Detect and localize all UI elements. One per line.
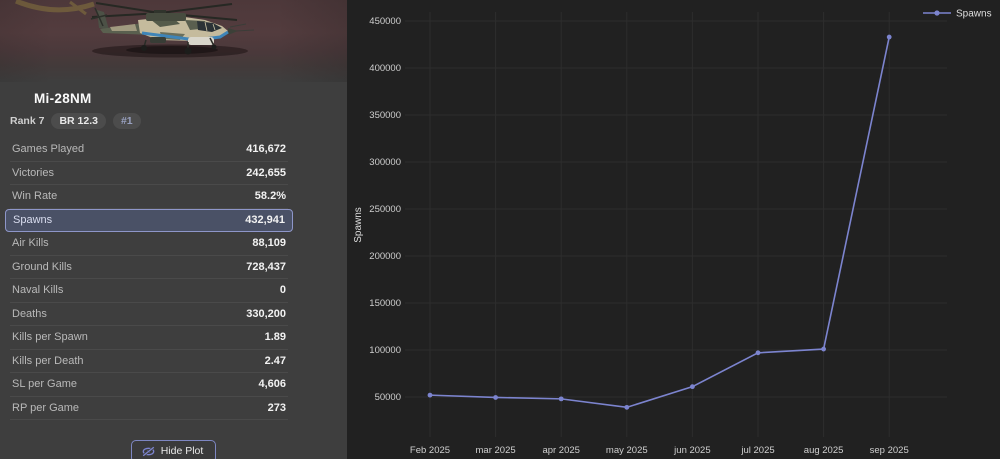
svg-text:sep 2025: sep 2025 (870, 445, 909, 456)
stat-value: 416,672 (246, 143, 286, 156)
stat-row-air-kills[interactable]: Air Kills 88,109 (10, 232, 288, 256)
vehicle-image (0, 0, 347, 82)
vehicle-sidebar: Mi-28NM Rank 7 BR 12.3 #1 Games Played 41… (0, 0, 347, 459)
stat-row-games-played[interactable]: Games Played 416,672 (10, 138, 288, 162)
badges-row: Rank 7 BR 12.3 #1 (10, 113, 347, 129)
spawns-line (429, 36, 890, 409)
emblem-icon (15, 0, 95, 16)
legend: Spawns (923, 9, 992, 20)
vehicle-title: Mi-28NM (34, 91, 92, 106)
stat-row-win-rate[interactable]: Win Rate 58.2% (10, 185, 288, 209)
stat-row-deaths[interactable]: Deaths 330,200 (10, 303, 288, 326)
stat-value: 0 (279, 284, 286, 297)
button-row: Hide Plot (0, 440, 347, 459)
stat-row-ground-kills[interactable]: Ground Kills 728,437 (10, 256, 288, 279)
svg-text:50000: 50000 (375, 392, 401, 403)
position-badge: #1 (112, 113, 141, 129)
hide-plot-label: Hide Plot (160, 445, 204, 457)
stat-label: Victories (12, 166, 54, 179)
stat-label: Kills per Spawn (12, 331, 88, 344)
stat-label: Kills per Death (12, 354, 84, 367)
stat-value: 88,109 (252, 237, 286, 250)
stat-value: 728,437 (246, 260, 286, 273)
svg-text:300000: 300000 (369, 157, 401, 168)
stat-label: SL per Game (12, 378, 78, 391)
svg-text:may 2025: may 2025 (606, 445, 648, 456)
stat-label: Naval Kills (12, 284, 64, 297)
stat-value: 2.47 (264, 354, 286, 367)
y-axis-title: Spawns (353, 207, 364, 243)
hide-plot-button[interactable]: Hide Plot (130, 440, 217, 459)
stat-label: Spawns (13, 214, 53, 227)
stat-label: Win Rate (12, 190, 58, 203)
stats-list: Games Played 416,672 Victories 242,655 Win R… (5, 138, 293, 420)
spawns-chart-panel: 50000 100000 150000 200000 250000 300000 35000… (347, 0, 1000, 459)
mi-28nm-helicopter-illustration (15, 0, 255, 58)
stat-value: 4,606 (258, 378, 286, 391)
stat-value: 1.89 (264, 331, 286, 344)
stat-row-naval-kills[interactable]: Naval Kills 0 (10, 279, 288, 303)
svg-text:mar 2025: mar 2025 (476, 445, 516, 456)
stat-row-sl-per-game[interactable]: SL per Game 4,606 (10, 373, 288, 397)
stat-row-victories[interactable]: Victories 242,655 (10, 162, 288, 185)
spawns-line-chart: 50000 100000 150000 200000 250000 300000 35000… (353, 9, 992, 457)
x-tick-labels: Feb 2025 mar 2025 apr 2025 may 2025 jun 2025… (410, 445, 909, 456)
svg-text:400000: 400000 (369, 63, 401, 74)
svg-text:Feb 2025: Feb 2025 (410, 445, 450, 456)
svg-text:jun 2025: jun 2025 (673, 445, 710, 456)
stat-row-spawns[interactable]: Spawns 432,941 (5, 208, 293, 232)
svg-text:apr 2025: apr 2025 (542, 445, 580, 456)
svg-text:250000: 250000 (369, 204, 401, 215)
stat-value: 58.2% (254, 190, 286, 203)
svg-text:350000: 350000 (369, 110, 401, 121)
stat-label: Deaths (12, 307, 47, 320)
stat-label: Games Played (12, 143, 85, 156)
stat-label: Ground Kills (12, 260, 72, 273)
svg-text:450000: 450000 (369, 16, 401, 27)
stat-label: Air Kills (12, 237, 49, 250)
stat-label: RP per Game (12, 401, 80, 414)
svg-text:jul 2025: jul 2025 (740, 445, 774, 456)
svg-text:150000: 150000 (369, 298, 401, 309)
legend-label: Spawns (956, 9, 992, 20)
br-badge: BR 12.3 (51, 113, 106, 129)
y-tick-labels: 50000 100000 150000 200000 250000 300000 35000… (369, 16, 401, 403)
stat-value: 273 (267, 401, 286, 414)
svg-text:200000: 200000 (369, 251, 401, 262)
eye-off-icon (142, 445, 155, 457)
stat-value: 330,200 (246, 307, 286, 320)
data-points (427, 34, 892, 410)
stat-value: 242,655 (246, 166, 286, 179)
rank-label: Rank 7 (10, 115, 45, 127)
gridlines (405, 12, 947, 437)
stat-row-rp-per-game[interactable]: RP per Game 273 (10, 397, 288, 420)
svg-text:aug 2025: aug 2025 (804, 445, 844, 456)
stat-value: 432,941 (245, 214, 285, 227)
svg-text:100000: 100000 (369, 345, 401, 356)
stat-row-kills-per-death[interactable]: Kills per Death 2.47 (10, 350, 288, 373)
stat-row-kills-per-spawn[interactable]: Kills per Spawn 1.89 (10, 326, 288, 350)
